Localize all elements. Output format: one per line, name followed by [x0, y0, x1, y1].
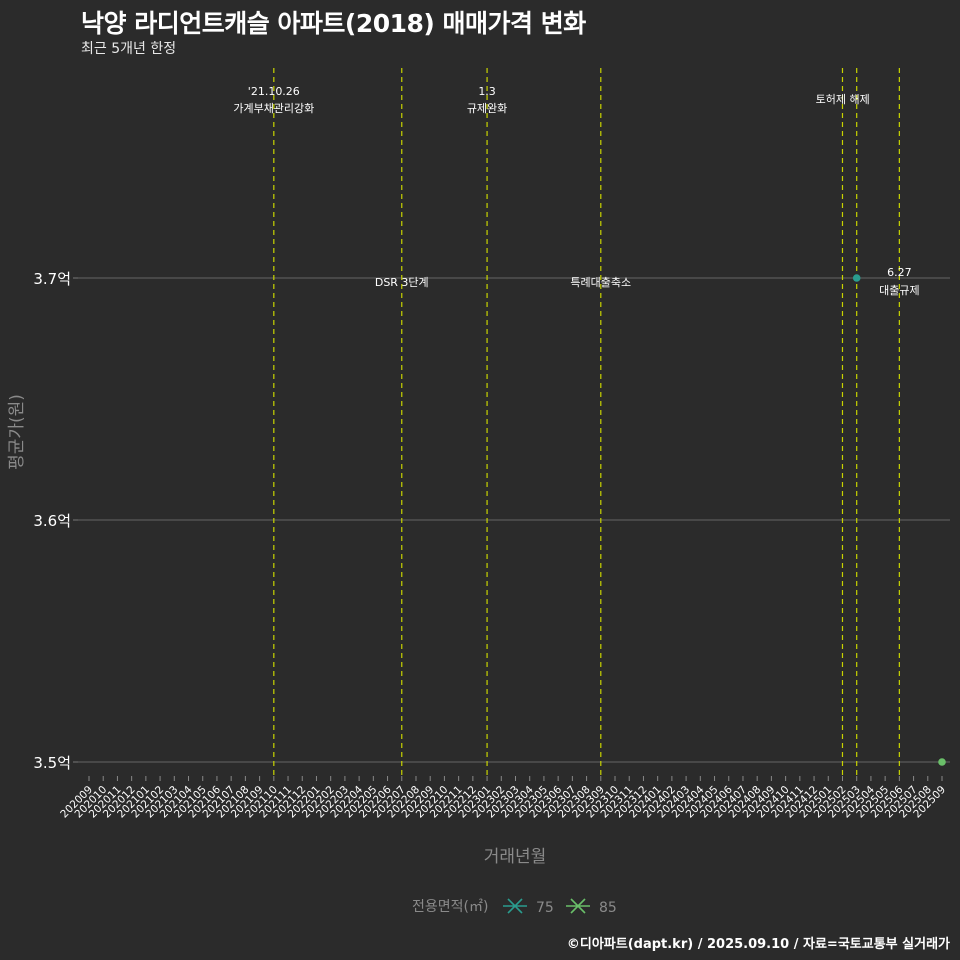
data-point-85[interactable]	[938, 758, 946, 766]
y-axis-label: 평균가(원)	[7, 394, 27, 470]
event-annotation: 토허제 해제	[816, 92, 870, 106]
legend-label-85: 85	[599, 900, 617, 916]
legend-key-cross	[570, 898, 586, 914]
chart-title: 낙양 라디언트캐슬 아파트(2018) 매매가격 변화	[81, 9, 586, 38]
source-credit: ©디아파트(dapt.kr) / 2025.09.10 / 자료=국토교통부 실…	[566, 937, 950, 952]
y-tick-label: 3.7억	[33, 270, 71, 288]
chart-subtitle: 최근 5개년 한정	[81, 41, 177, 57]
legend-label-75: 75	[536, 900, 554, 916]
event-annotation: 1.3	[478, 85, 496, 98]
legend-title: 전용면적(㎡)	[412, 899, 488, 915]
x-axis-label: 거래년월	[484, 847, 547, 867]
y-tick-label: 3.6억	[33, 512, 71, 530]
event-annotation: DSR 3단계	[375, 276, 429, 289]
event-annotation: 특례대출축소	[570, 276, 631, 289]
legend-key-cross	[507, 898, 523, 914]
event-annotation: 대출규제	[879, 284, 919, 297]
event-annotation: 가계부채관리강화	[233, 102, 314, 115]
event-annotation: 6.27	[887, 266, 912, 279]
event-annotation: 규제완화	[467, 102, 507, 115]
data-point-75[interactable]	[852, 274, 861, 282]
y-tick-label: 3.5억	[33, 754, 71, 772]
event-annotation: '21.10.26	[248, 85, 300, 98]
